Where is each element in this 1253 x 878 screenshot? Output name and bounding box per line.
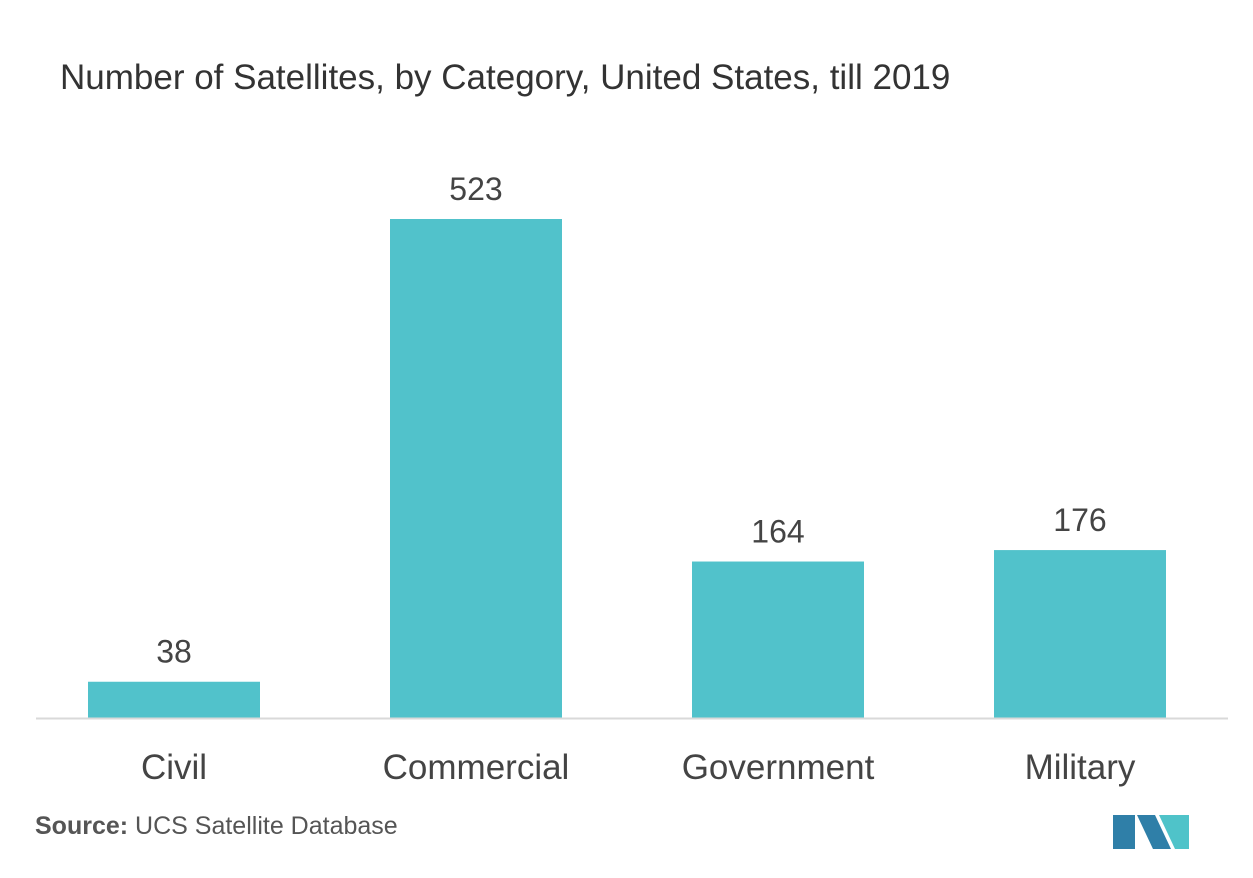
chart-title: Number of Satellites, by Category, Unite… xyxy=(60,58,951,97)
logo-left-shape xyxy=(1113,815,1135,849)
x-tick-label-military: Military xyxy=(1025,748,1136,787)
source-text: UCS Satellite Database xyxy=(135,812,398,840)
bar-civil xyxy=(88,681,260,718)
bar-military xyxy=(994,550,1166,718)
logo-middle-shape xyxy=(1137,815,1171,849)
x-tick-label-civil: Civil xyxy=(141,748,207,787)
x-tick-label-commercial: Commercial xyxy=(383,748,570,787)
brand-logo-icon xyxy=(1113,815,1189,849)
source-label: Source: xyxy=(35,812,129,840)
data-label-government: 164 xyxy=(751,514,804,550)
data-label-military: 176 xyxy=(1053,502,1106,538)
x-tick-label-government: Government xyxy=(682,748,875,787)
source-note: Source: UCS Satellite Database xyxy=(35,812,398,841)
bar-commercial xyxy=(390,219,562,718)
data-label-civil: 38 xyxy=(156,634,192,670)
bar-government xyxy=(692,561,864,718)
data-label-commercial: 523 xyxy=(449,171,502,207)
logo-right-shape xyxy=(1159,815,1189,849)
